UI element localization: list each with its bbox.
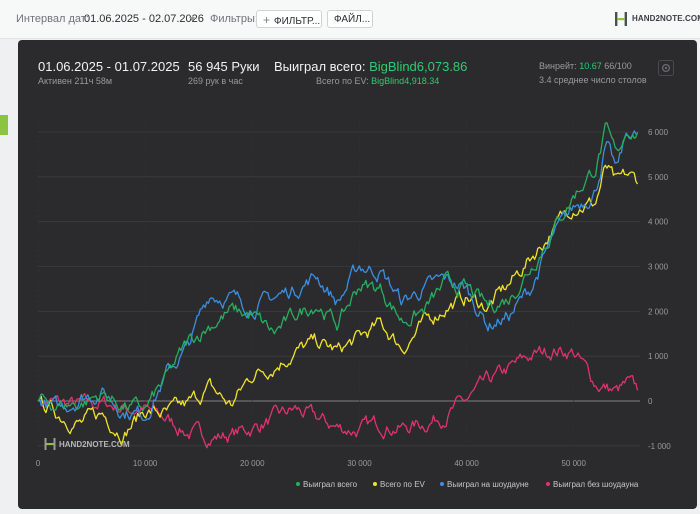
legend-label: Всего по EV (380, 480, 425, 489)
y-tick-label: 1 000 (648, 352, 669, 361)
x-tick-label: 20 000 (240, 459, 265, 468)
hands-count-text: 56 945 Руки (188, 59, 260, 74)
plus-icon: + (263, 13, 271, 27)
y-tick-label: 6 000 (648, 128, 669, 137)
series-line (37, 345, 639, 449)
ev-total-stat: Всего по EV: BigBlind4,918.34 (316, 76, 439, 86)
series-line (37, 122, 639, 412)
y-tick-label: 3 000 (648, 263, 669, 272)
tables-text: 3.4 среднее число столов (539, 75, 647, 85)
legend-dot (373, 481, 377, 486)
won-total-value: BigBlind6,073.86 (369, 59, 468, 74)
ev-total-value: BigBlind4,918.34 (371, 76, 440, 86)
legend-item-won-total[interactable]: Выиграл всего (296, 480, 357, 489)
winrate-suffix: 66/100 (604, 61, 632, 71)
legend-dot (296, 481, 300, 486)
winrate-label: Винрейт: (539, 61, 577, 71)
hands-per-hour-text: 269 рук в час (188, 76, 243, 86)
x-tick-label: 0 (36, 459, 41, 468)
period-text: 01.06.2025 - 01.07.2025 (38, 59, 180, 74)
legend-dot (440, 481, 444, 486)
legend-label: Выиграл всего (303, 480, 358, 489)
ev-total-label: Всего по EV: (316, 76, 369, 86)
won-total-label: Выиграл всего: (274, 59, 366, 74)
x-tick-label: 10 000 (133, 459, 158, 468)
series-line (37, 164, 639, 447)
legend-item-showdown[interactable]: Выиграл на шоудауне (440, 480, 529, 489)
date-range-label: Интервал дат: (16, 13, 89, 25)
watermark-text: HAND2NOTE.COM (59, 440, 130, 449)
filter-button-label: ФИЛЬТР... (274, 16, 321, 27)
filters-label: Фильтры: (210, 13, 258, 25)
chart-grid (37, 110, 640, 455)
legend-item-ev[interactable]: Всего по EV (373, 480, 425, 489)
watermark-logo-icon (44, 438, 56, 450)
filter-button[interactable]: + ФИЛЬТР... (256, 10, 322, 28)
winrate-value: 10.67 (579, 61, 602, 71)
hand2note-logo-icon (615, 12, 627, 26)
x-tick-label: 30 000 (347, 459, 372, 468)
legend-label: Выиграл на шоудауне (447, 480, 529, 489)
winrate-stat: Винрейт: 10.67 66/100 (539, 61, 632, 71)
logo-text: HAND2NOTE.COM (632, 14, 700, 23)
settings-button[interactable] (658, 60, 674, 76)
file-button-label: ФАЙЛ... (334, 14, 371, 25)
date-range-select[interactable]: 01.06.2025 - 02.07.2026 (84, 13, 204, 25)
y-tick-label: 4 000 (648, 218, 669, 227)
chart-lines (37, 122, 639, 449)
chart-tick-labels: 6 000 5 000 4 000 3 000 2 000 1 000 0 -1 000 0 10… (36, 128, 671, 468)
chevron-down-icon[interactable] (189, 17, 195, 21)
x-tick-label: 40 000 (454, 459, 479, 468)
y-tick-label: 0 (648, 397, 653, 406)
side-accent (0, 115, 8, 135)
legend-item-non-showdown[interactable]: Выиграл без шоудауна (546, 480, 638, 489)
top-toolbar: Интервал дат: 01.06.2025 - 02.07.2026 Фи… (0, 0, 700, 39)
series-line (37, 130, 638, 422)
x-tick-label: 50 000 (561, 459, 586, 468)
legend-dot (546, 481, 550, 486)
active-time-text: Активен 211ч 58м (38, 76, 113, 86)
won-total-stat: Выиграл всего: BigBlind6,073.86 (274, 59, 467, 74)
legend-label: Выиграл без шоудауна (553, 480, 639, 489)
y-tick-label: 2 000 (648, 307, 669, 316)
gear-icon (661, 63, 671, 73)
y-tick-label: -1 000 (648, 442, 671, 451)
graph-panel (18, 40, 697, 509)
y-tick-label: 5 000 (648, 173, 669, 182)
file-button[interactable]: ФАЙЛ... (327, 10, 373, 28)
